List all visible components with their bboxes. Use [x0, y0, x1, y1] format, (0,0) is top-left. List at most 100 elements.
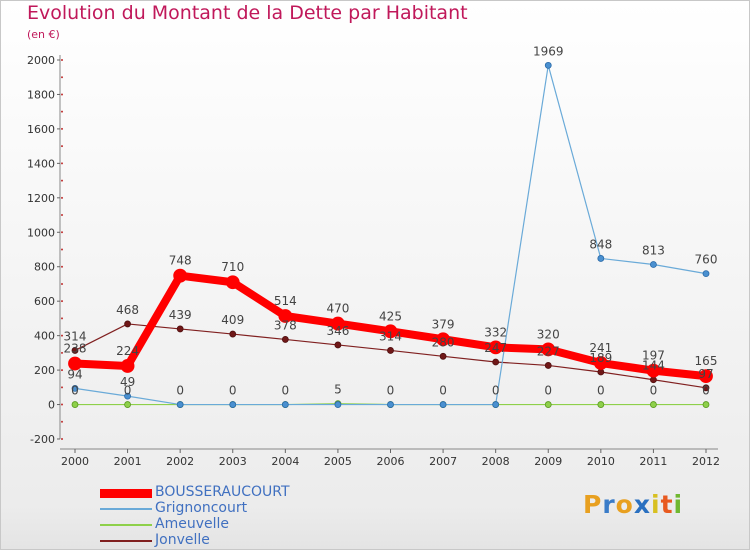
y-minor-tick [61, 403, 63, 406]
data-point [331, 316, 345, 331]
data-point [544, 401, 552, 408]
x-tick-label: 2006 [377, 455, 405, 468]
y-minor-tick [61, 334, 63, 337]
y-minor-tick [61, 248, 63, 251]
data-point [334, 341, 342, 349]
legend-swatch [100, 508, 152, 510]
legend-label: BOUSSERAUCOURT [155, 484, 290, 500]
x-tick-label: 2010 [587, 455, 615, 468]
data-point [650, 401, 657, 408]
data-label: 247 [484, 341, 507, 355]
data-label: 0 [492, 384, 500, 398]
data-point [281, 336, 289, 343]
y-tick-label: 0 [48, 399, 55, 412]
data-point [71, 347, 79, 354]
data-label: 189 [589, 351, 612, 365]
y-tick-label: 1400 [27, 157, 55, 170]
legend-label: Jonvelle [155, 532, 210, 548]
y-minor-tick [61, 196, 63, 199]
data-point [650, 261, 657, 268]
logo-letter: r [602, 490, 616, 519]
data-label: 439 [169, 308, 192, 322]
data-label: 320 [537, 327, 560, 341]
data-label: 314 [64, 329, 87, 343]
data-label: 378 [274, 318, 297, 332]
y-tick-label: 200 [34, 364, 55, 377]
data-point [702, 384, 710, 392]
data-point [229, 330, 237, 338]
data-point [436, 332, 450, 347]
data-label: 760 [695, 253, 718, 267]
y-tick-label: 400 [34, 330, 55, 343]
data-label: 710 [221, 260, 244, 274]
data-label: 0 [544, 384, 552, 398]
logo-letter: i [673, 490, 684, 519]
y-tick-label: 1800 [27, 88, 55, 101]
y-minor-tick [61, 110, 63, 113]
data-point [71, 384, 79, 392]
data-point [124, 401, 131, 408]
data-label: 97 [698, 367, 713, 381]
data-label: 227 [537, 344, 560, 358]
x-tick-label: 2012 [692, 455, 720, 468]
data-label: 346 [326, 324, 349, 338]
x-tick-label: 2001 [114, 455, 142, 468]
data-label: 514 [274, 294, 297, 308]
x-tick-label: 2008 [482, 455, 510, 468]
y-minor-tick [61, 386, 63, 389]
y-minor-tick [61, 438, 63, 440]
y-minor-tick [61, 317, 63, 320]
y-tick-label: -200 [30, 433, 55, 446]
data-label: 144 [642, 359, 665, 373]
logo-letter: x [633, 490, 651, 519]
data-label: 409 [221, 313, 244, 327]
legend-swatch [100, 540, 152, 542]
data-label: 5 [334, 383, 342, 397]
data-point [699, 369, 713, 384]
data-label: 379 [432, 317, 455, 331]
y-minor-tick [61, 265, 63, 268]
data-point [176, 401, 184, 408]
data-point [281, 401, 289, 408]
data-point [124, 320, 131, 328]
data-labels: 314 468 439 409 378 346 314 280 247 227 189 144 97 0 0… [64, 44, 718, 397]
x-tick-label: 2009 [534, 455, 562, 468]
y-minor-tick [61, 282, 63, 285]
data-label: 848 [589, 237, 612, 251]
data-point [229, 401, 237, 408]
y-minor-tick [61, 59, 63, 61]
y-tick-label: 1200 [27, 192, 55, 205]
data-label: 468 [116, 303, 139, 317]
data-point [646, 363, 661, 378]
plot-area [68, 61, 713, 408]
data-label: 1969 [533, 44, 564, 58]
data-point [544, 61, 552, 69]
x-tick-label: 2002 [166, 455, 194, 468]
logo-letter: P [583, 490, 603, 519]
data-label: 165 [695, 354, 718, 368]
data-label: 49 [120, 375, 135, 389]
data-label: 0 [702, 384, 710, 398]
data-point [225, 275, 240, 290]
data-point [387, 401, 394, 408]
y-tick-label: 1000 [27, 226, 55, 239]
x-tick-label: 2011 [639, 455, 667, 468]
data-label: 238 [64, 342, 87, 356]
y-minor-tick [61, 214, 63, 217]
logo-letter: o [615, 490, 634, 519]
data-point [439, 352, 447, 360]
data-label: 332 [484, 325, 507, 339]
data-label: 0 [387, 384, 395, 398]
x-tick-label: 2007 [429, 455, 457, 468]
logo-letter: i [651, 490, 661, 519]
data-point [702, 401, 710, 408]
y-tick-label: 2000 [27, 54, 55, 67]
data-label: 280 [432, 335, 455, 349]
y-minor-tick [61, 93, 63, 96]
y-minor-tick [61, 162, 63, 165]
x-tick-label: 2000 [61, 455, 89, 468]
y-minor-tick [61, 351, 63, 354]
data-label: 0 [439, 384, 447, 398]
